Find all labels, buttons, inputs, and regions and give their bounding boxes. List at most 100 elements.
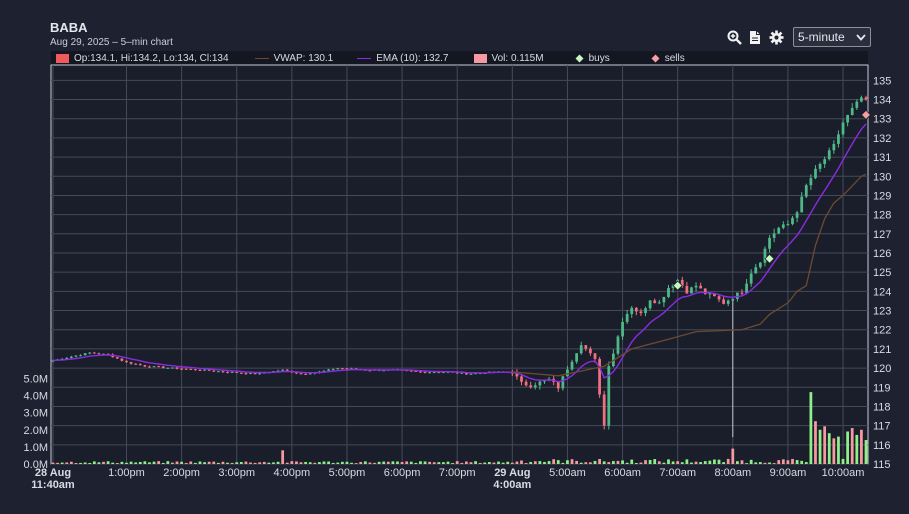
volume-bar <box>460 462 464 464</box>
volume-bar <box>676 461 680 464</box>
candle-body <box>281 369 285 371</box>
candle-body <box>442 372 445 374</box>
volume-bar <box>83 462 87 464</box>
volume-bar <box>795 460 799 464</box>
candle-body <box>207 369 211 371</box>
candle-body <box>184 368 188 370</box>
zoom-in-icon[interactable] <box>726 29 742 45</box>
price-tick-label: 119 <box>873 382 891 394</box>
volume-bar <box>736 461 739 464</box>
volume-bar <box>51 462 55 464</box>
candle-body <box>529 385 533 388</box>
candle-body <box>639 311 643 314</box>
volume-bar <box>405 461 409 464</box>
volume-bar <box>414 462 418 464</box>
candle-body <box>703 288 707 294</box>
volume-bar <box>290 461 294 464</box>
volume-bar <box>598 459 601 464</box>
candle-body <box>157 366 161 368</box>
candle-body <box>667 287 670 297</box>
candle-body <box>428 372 432 374</box>
volume-bar <box>694 461 698 464</box>
volume-bar <box>336 462 340 464</box>
volume-bar <box>313 462 317 464</box>
volume-bar <box>442 462 445 464</box>
candle-body <box>846 114 850 123</box>
candle-body <box>832 143 836 151</box>
volume-bar <box>552 459 556 464</box>
volume-bar <box>740 460 744 464</box>
interval-select[interactable]: 5-minute <box>793 27 871 47</box>
candle-body <box>809 178 813 186</box>
volume-bar <box>134 462 138 464</box>
candle-body <box>465 372 468 375</box>
candle-body <box>685 285 689 294</box>
volume-bar <box>198 461 202 464</box>
candle-body <box>791 217 794 225</box>
volume-bar <box>492 462 496 464</box>
candle-body <box>800 196 804 213</box>
candle-body <box>653 300 657 304</box>
price-tick-label: 130 <box>873 171 891 183</box>
gear-icon[interactable] <box>768 29 784 45</box>
price-tick-label: 131 <box>873 152 891 164</box>
volume-bar <box>331 462 335 464</box>
volume-bar <box>667 459 670 464</box>
candle-body <box>837 134 840 144</box>
candle-body <box>827 150 831 160</box>
chart-toolbar: 5-minute <box>726 26 871 48</box>
candle-body <box>630 307 634 315</box>
volume-bar <box>662 462 666 464</box>
candle-body <box>533 385 537 388</box>
volume-bar <box>409 461 413 464</box>
candle-body <box>432 372 436 374</box>
volume-bar <box>850 428 854 464</box>
volume-bar <box>276 461 280 464</box>
volume-bar <box>533 461 537 464</box>
candle-body <box>804 185 808 197</box>
volume-bar <box>267 462 271 464</box>
time-tick-label: 11:40am <box>31 479 75 491</box>
candle-body <box>690 287 693 294</box>
candle-body <box>134 363 138 365</box>
candle-body <box>786 224 790 226</box>
price-tick-label: 117 <box>873 421 891 433</box>
legend-sells: sells <box>651 53 685 64</box>
volume-bar <box>579 462 583 464</box>
candle-body <box>221 371 225 373</box>
price-tick-label: 128 <box>873 210 891 222</box>
volume-bar <box>281 450 285 464</box>
ema-swatch <box>357 57 372 59</box>
volume-bar <box>212 461 216 464</box>
volume-bar <box>221 461 225 464</box>
time-tick-label: 9:00am <box>770 467 807 479</box>
candle-body <box>143 365 147 367</box>
legend-vol: Vol: 0.115M <box>473 53 544 64</box>
volume-bar <box>244 461 248 464</box>
candle-body <box>731 298 735 301</box>
volume-bar <box>547 461 551 464</box>
volume-bar <box>814 421 817 464</box>
volume-bar <box>226 462 229 464</box>
document-icon[interactable] <box>747 29 763 45</box>
volume-bar <box>616 460 620 464</box>
candle-body <box>166 367 170 369</box>
volume-bar <box>180 461 183 464</box>
volume-bar <box>699 462 703 464</box>
volume-bar <box>207 461 211 464</box>
price-tick-label: 115 <box>873 459 891 471</box>
candle-body <box>841 122 845 135</box>
volume-bar <box>157 461 161 464</box>
volume-bar <box>556 460 560 464</box>
volume-bar <box>129 461 133 464</box>
volume-bar <box>308 462 312 464</box>
candle-body <box>644 308 647 314</box>
volume-bar <box>644 460 647 464</box>
volume-bar <box>253 462 257 464</box>
volume-bar <box>60 462 64 464</box>
candle-body <box>423 371 427 373</box>
candle-body <box>51 360 55 362</box>
candle-body <box>671 285 675 288</box>
chart-title: BABA <box>50 20 88 35</box>
